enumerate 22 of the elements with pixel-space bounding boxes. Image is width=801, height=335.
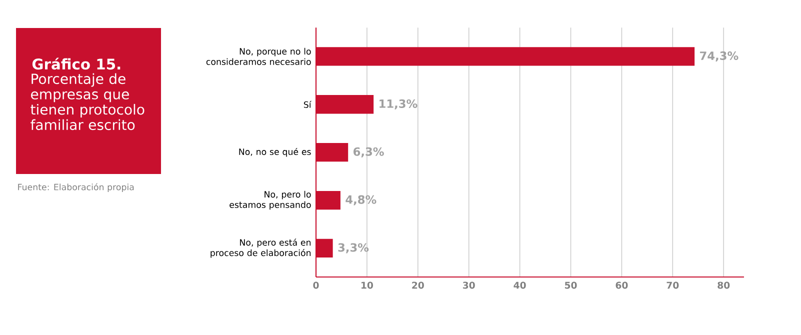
y-tick-label: No, no se qué es: [239, 148, 311, 157]
data-label: 11,3%: [380, 99, 418, 110]
x-tick-label: 30: [462, 282, 475, 289]
text: Porcentaje de empresas que tienen protocolo familiar escrito: [30, 73, 144, 130]
data-label: 4,8%: [346, 195, 376, 206]
y-tick-label: No, pero está en proceso de elaboración: [210, 238, 311, 258]
y-tick-label: No, pero lo estamos pensando: [230, 190, 311, 210]
x-tick-label: 40: [514, 282, 526, 289]
x-tick-label: 10: [362, 282, 373, 289]
y-tick-label: No, porque no lo consideramos necesario: [206, 48, 311, 65]
x-tick-label: 70: [666, 282, 679, 289]
data-label: 6,3%: [354, 147, 384, 158]
source-note: Fuente: Elaboración propia: [18, 183, 134, 192]
x-tick-label: 60: [616, 282, 628, 289]
y-tick-label: Sí: [304, 100, 312, 108]
x-tick-label: 0: [313, 282, 319, 289]
data-label: 3,3%: [338, 243, 369, 254]
text: Gráfico 15.: [32, 58, 120, 70]
x-tick-label: 80: [718, 282, 730, 289]
x-tick-label: 20: [412, 282, 424, 289]
data-label: 74,3%: [700, 51, 738, 62]
x-tick-label: 50: [564, 282, 577, 289]
